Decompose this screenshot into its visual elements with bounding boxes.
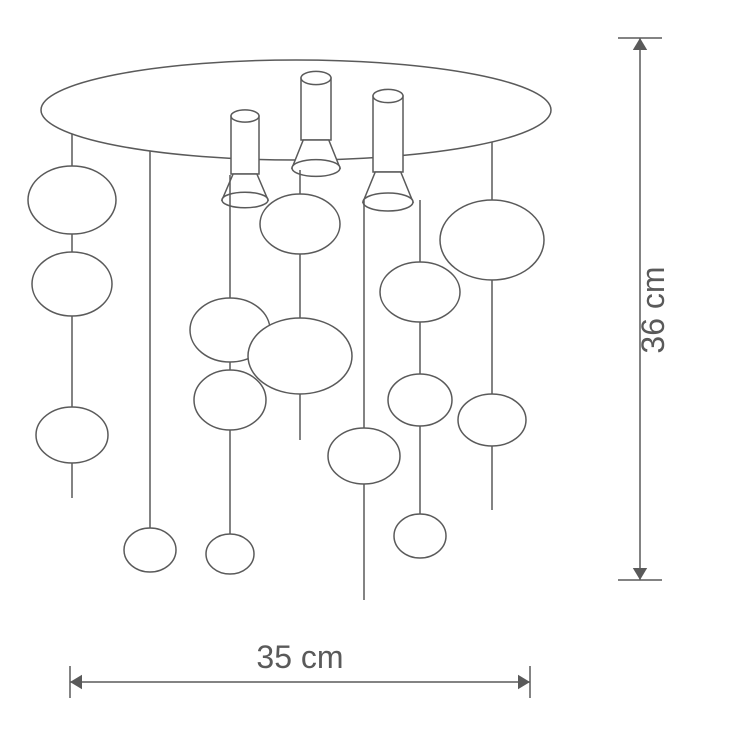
dimension-width-label: 35 cm: [256, 639, 343, 675]
dimension-height-label: 36 cm: [635, 266, 671, 353]
